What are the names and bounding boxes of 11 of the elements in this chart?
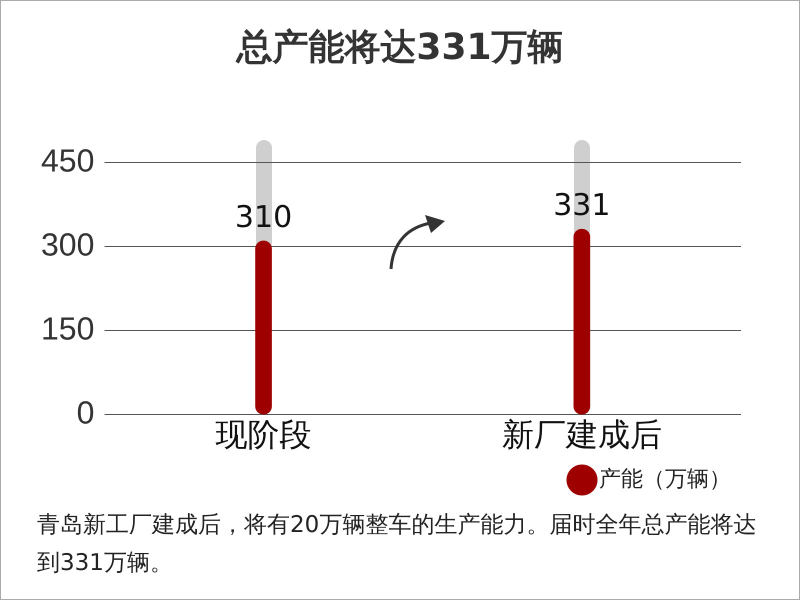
- text: 青岛新工厂建成后，将有20万辆整车的生产能力。届时全年总产能将达到331万辆。: [37, 511, 758, 578]
- chart-title: 总产能将达331万辆: [234, 26, 565, 70]
- data-label: 310: [234, 200, 292, 235]
- data-label: 331: [553, 188, 610, 224]
- x-tick-label: 现阶段: [216, 416, 312, 453]
- y-tick-label: 0: [76, 394, 94, 430]
- y-tick-label: 300: [41, 226, 94, 262]
- y-tick-label: 150: [41, 310, 94, 346]
- y-tick-label: 450: [41, 142, 94, 178]
- x-tick-label: 新厂建成后: [502, 416, 662, 453]
- legend-label: 产能（万辆）: [599, 466, 731, 492]
